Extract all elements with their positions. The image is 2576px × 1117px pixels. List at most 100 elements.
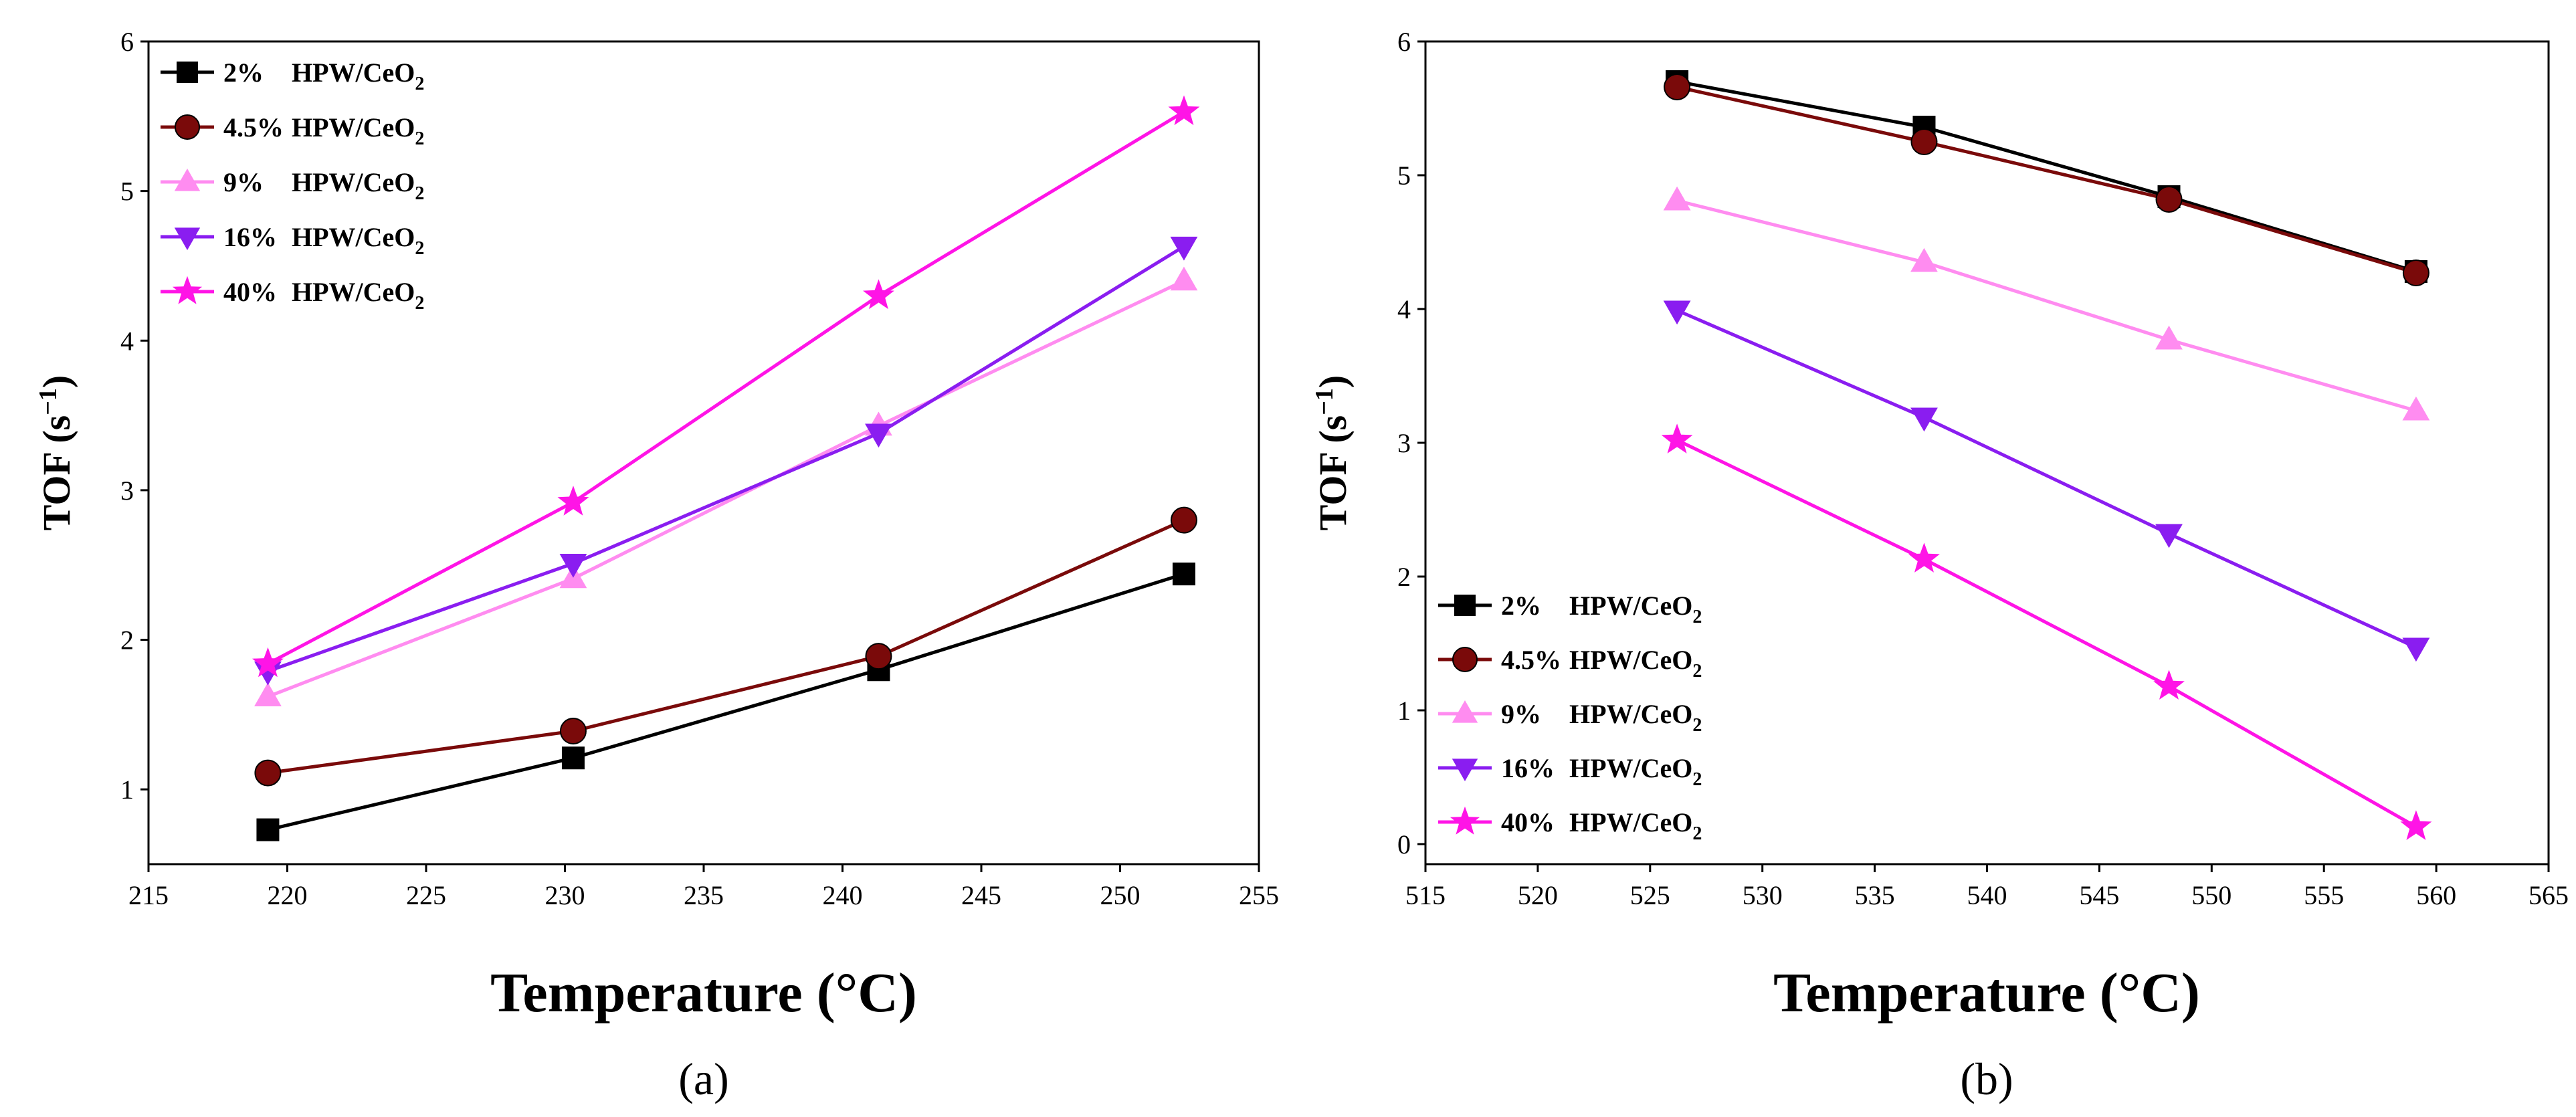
legend-label: HPW/CeO2	[1569, 807, 1702, 844]
series-16pct	[1663, 300, 2430, 662]
series-9pct	[254, 266, 1198, 706]
data-point	[1910, 247, 1938, 272]
x-tick-label: 245	[961, 880, 1001, 910]
legend-label: HPW/CeO2	[1569, 591, 1702, 627]
legend-marker	[177, 62, 198, 83]
series-2pct	[1666, 70, 2428, 283]
legend-label: HPW/CeO2	[292, 277, 424, 314]
legend-pct: 9%	[1501, 699, 1541, 729]
x-tick-label: 230	[545, 880, 585, 910]
legend-pct: 4.5%	[1501, 645, 1561, 675]
data-point	[1170, 266, 1198, 291]
y-tick-label: 3	[120, 476, 134, 506]
legend-marker	[1454, 595, 1476, 616]
series-40pct	[1661, 423, 2432, 840]
x-tick-label: 240	[823, 880, 863, 910]
data-point	[559, 717, 587, 744]
y-axis-label-main: TOF (s	[1311, 415, 1355, 530]
legend-item: 9% HPW/CeO2	[1438, 699, 1702, 736]
x-axis-label: Temperature (°C)	[1773, 962, 2200, 1024]
plot-frame	[147, 40, 1260, 866]
data-point	[865, 423, 892, 448]
data-point	[2155, 325, 2183, 350]
legend-item: 40% HPW/CeO2	[1438, 806, 1702, 844]
data-point	[2400, 810, 2432, 840]
y-tick-label: 2	[1397, 562, 1411, 592]
x-tick-label: 565	[2529, 880, 2569, 910]
legend-sub: 2	[1692, 769, 1702, 790]
series-line	[267, 245, 1185, 673]
series-line	[1676, 85, 2417, 275]
x-tick-label: 535	[1855, 880, 1895, 910]
x-tick-label: 540	[1967, 880, 2007, 910]
legend-label: HPW/CeO2	[1569, 645, 1702, 682]
y-axis-label: TOF (s−1)	[34, 375, 78, 530]
legend-item: 16% HPW/CeO2	[1438, 753, 1702, 790]
legend-label: HPW/CeO2	[292, 58, 424, 94]
chart-panel-b: 515 520 525 530 535 540 545 550 555 560 565 0 1 2 3 4 5 6…	[1310, 27, 2569, 1104]
data-point	[1172, 563, 1195, 586]
data-point	[256, 818, 280, 841]
x-tick-label: 225	[406, 880, 446, 910]
legend-pct: 9%	[223, 167, 264, 197]
data-point	[254, 759, 282, 787]
legend-pct: 40%	[223, 277, 277, 307]
data-point	[865, 643, 892, 670]
data-point	[559, 554, 587, 578]
x-tick-label: 515	[1405, 880, 1446, 910]
data-point	[1168, 95, 1200, 126]
y-tick-label: 2	[120, 625, 134, 655]
y-tick-label: 1	[1397, 696, 1411, 726]
series-2pct	[256, 563, 1195, 841]
y-axis-label: TOF (s−1)	[1310, 375, 1355, 530]
data-point	[557, 486, 589, 516]
legend-item: 9% HPW/CeO2	[161, 167, 424, 204]
plot-frame	[1424, 40, 2550, 866]
x-tick-label: 235	[684, 880, 724, 910]
y-tick-label: 6	[120, 27, 134, 57]
data-point	[1663, 300, 1691, 325]
legend-item: 2% HPW/CeO2	[161, 58, 424, 94]
x-axis-label: Temperature (°C)	[490, 962, 917, 1024]
series-line	[1676, 80, 2417, 274]
x-tick-label: 250	[1100, 880, 1141, 910]
legend-sub: 2	[415, 74, 424, 94]
legend-sub: 2	[415, 128, 424, 149]
legend-marker	[175, 114, 200, 140]
x-tick-label: 555	[2304, 880, 2344, 910]
legend-marker	[174, 169, 201, 191]
data-point	[1908, 542, 1940, 573]
series-line	[267, 279, 1185, 698]
y-axis-label-sup: −1	[1310, 388, 1339, 415]
legend-pct: 2%	[1501, 591, 1541, 621]
chart-panel-a: 215 220 225 230 235 240 245 250 255 1 2 3 4 5 6 2% HPW/C…	[34, 27, 1279, 1104]
series-line	[1676, 438, 2417, 829]
series-line	[1676, 308, 2417, 649]
series-4-5pct	[254, 506, 1197, 787]
legend-pct: 4.5%	[223, 112, 284, 142]
data-point	[1664, 74, 1691, 100]
legend-label: HPW/CeO2	[1569, 753, 1702, 790]
series-9pct	[1663, 186, 2430, 421]
legend-item: 16% HPW/CeO2	[161, 222, 424, 259]
x-tick-label: 255	[1239, 880, 1279, 910]
data-point	[252, 647, 284, 678]
y-tick-label: 3	[1397, 428, 1411, 458]
x-tick-label: 520	[1518, 880, 1558, 910]
series-4-5pct	[1664, 74, 2430, 286]
legend-pct: 16%	[1501, 753, 1555, 783]
legend-marker	[174, 227, 201, 250]
legend-marker	[172, 276, 203, 304]
data-point	[1910, 128, 1938, 155]
legend-marker	[1450, 806, 1480, 835]
legend-label: HPW/CeO2	[292, 112, 424, 149]
y-axis-label-close: )	[1311, 375, 1355, 388]
x-tick-label: 220	[268, 880, 308, 910]
legend-pct: 16%	[223, 222, 277, 252]
legend: 2% HPW/CeO2 4.5% HPW/CeO2 9% HPW/CeO2 16% HPW/C…	[1438, 591, 1702, 844]
y-axis-label-main: TOF (s	[35, 415, 78, 530]
data-point	[1663, 186, 1691, 211]
y-tick-label: 5	[120, 177, 134, 207]
legend-label: HPW/CeO2	[292, 222, 424, 259]
